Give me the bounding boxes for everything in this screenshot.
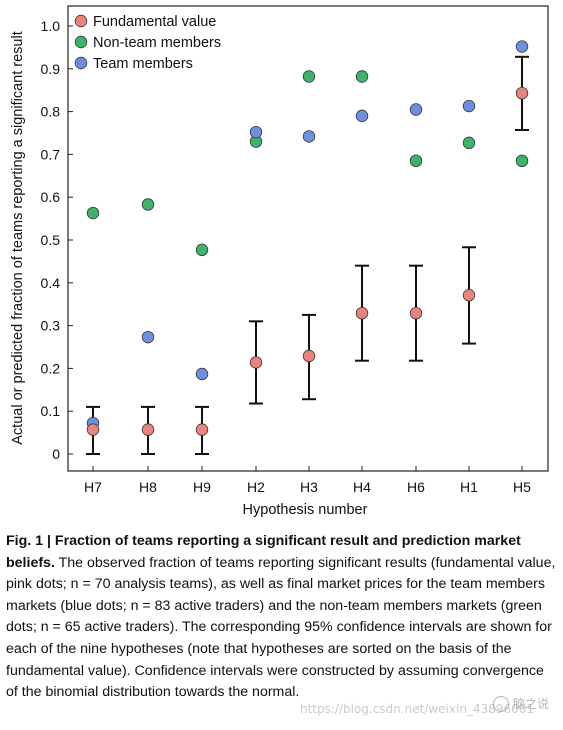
chart-axes xyxy=(67,5,549,472)
logo-text: 脑之说 xyxy=(512,697,549,711)
y-tick-label: 0.8 xyxy=(41,104,61,120)
x-tick-label: H4 xyxy=(353,479,371,495)
data-point xyxy=(249,356,263,369)
x-tick-label: H7 xyxy=(84,479,102,495)
x-tick-label: H2 xyxy=(247,479,265,495)
legend-marker xyxy=(74,14,88,28)
y-tick-label: 0.5 xyxy=(41,232,61,248)
x-tick-label: H8 xyxy=(139,479,157,495)
data-point xyxy=(141,423,155,436)
data-point xyxy=(515,154,529,168)
watermark-url: https://blog.csdn.net/weixin_43896001 xyxy=(300,702,535,716)
y-tick-label: 0.7 xyxy=(41,146,61,162)
y-tick-label: 0 xyxy=(52,446,60,462)
y-tick-label: 0.6 xyxy=(41,189,61,205)
plot-frame xyxy=(67,5,549,472)
y-ticks: 0 0.1 0.2 0.3 0.4 0.5 0.6 0.7 0.8 0.9 1.0 xyxy=(41,18,73,462)
x-tick-label: H1 xyxy=(460,479,478,495)
y-tick-label: 0.1 xyxy=(41,403,61,419)
data-point xyxy=(302,130,316,143)
y-tick-label: 0.4 xyxy=(41,275,61,291)
data-point xyxy=(462,99,476,113)
legend: Fundamental value Non-team members Team me… xyxy=(74,14,221,72)
data-point xyxy=(409,306,423,320)
caption-label: Fig. 1 | xyxy=(6,533,55,549)
y-tick-label: 0.9 xyxy=(41,61,61,77)
x-axis-label: Hypothesis number xyxy=(243,502,368,518)
x-tick-label: H5 xyxy=(513,479,531,495)
legend-label: Team members xyxy=(93,56,193,72)
caption-body: The observed fraction of teams reporting… xyxy=(6,554,556,701)
data-point xyxy=(515,86,529,100)
chart: 0 0.1 0.2 0.3 0.4 0.5 0.6 0.7 0.8 0.9 1.0 H7 H8 H9 H2… xyxy=(10,5,549,518)
figure-caption: Fig. 1 | Fraction of teams reporting a s… xyxy=(6,531,558,704)
legend-label: Fundamental value xyxy=(93,14,216,30)
legend-label: Non-team members xyxy=(93,35,221,51)
x-tick-label: H6 xyxy=(407,479,425,495)
y-axis-label: Actual or predicted fraction of teams re… xyxy=(10,31,26,444)
data-point xyxy=(141,198,155,211)
legend-marker xyxy=(74,35,88,49)
data-point xyxy=(515,40,529,53)
data-point xyxy=(195,423,209,436)
data-point xyxy=(249,125,263,139)
data-point xyxy=(355,306,369,320)
data-point xyxy=(195,367,209,381)
y-tick-label: 0.3 xyxy=(41,318,61,334)
data-point xyxy=(355,70,369,83)
logo-circle-icon xyxy=(492,695,509,712)
data-point xyxy=(195,243,209,257)
data-point xyxy=(141,330,155,344)
data-points xyxy=(86,40,529,436)
x-tick-label: H9 xyxy=(193,479,211,495)
x-ticks: H7 H8 H9 H2 H3 H4 H6 H1 H5 xyxy=(84,466,531,495)
caption-title: Fraction of teams reporting a significan… xyxy=(6,533,521,571)
watermark-logo: 脑之说 xyxy=(492,695,549,712)
data-point xyxy=(302,70,316,83)
data-point xyxy=(86,206,100,220)
data-point xyxy=(462,289,476,302)
error-bars xyxy=(86,55,529,455)
data-point xyxy=(355,109,369,123)
data-point xyxy=(409,154,423,168)
data-point xyxy=(302,349,316,363)
x-tick-label: H3 xyxy=(300,479,318,495)
data-point xyxy=(86,423,100,436)
data-point xyxy=(409,103,423,116)
legend-marker xyxy=(74,56,88,70)
y-tick-label: 0.2 xyxy=(41,360,61,376)
data-point xyxy=(462,136,476,150)
y-tick-label: 1.0 xyxy=(41,18,61,34)
